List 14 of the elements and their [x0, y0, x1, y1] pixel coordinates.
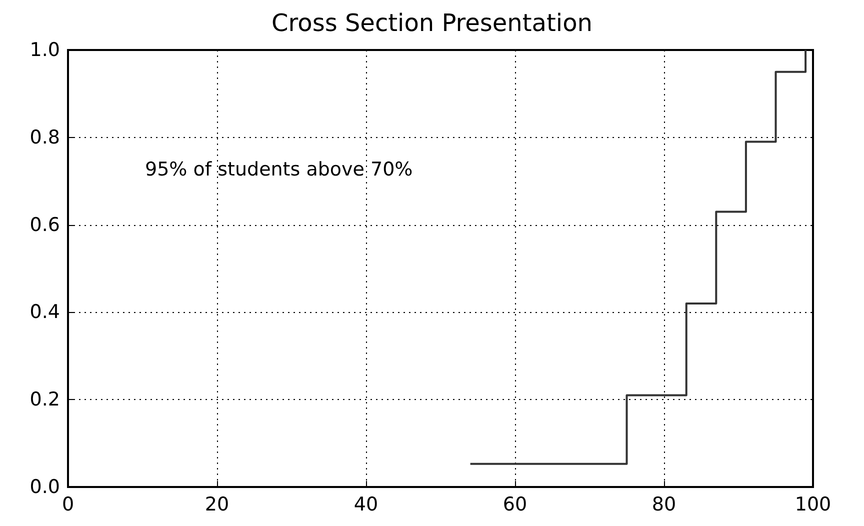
y-tick-label: 0.4: [30, 301, 60, 324]
y-tick-label: 0.6: [30, 214, 60, 236]
x-tick-label: 60: [502, 494, 528, 516]
x-tick-label: 20: [204, 494, 230, 516]
y-tick-label: 0.8: [30, 126, 60, 148]
y-tick-label: 1.0: [30, 39, 60, 61]
annotation: 95% of students above 70%: [145, 158, 413, 180]
y-tick-label: 0.0: [30, 476, 60, 498]
x-tick-label: 40: [354, 494, 378, 516]
x-tick-label: 100: [794, 494, 832, 516]
x-tick-label: 0: [62, 494, 74, 516]
chart-title: Cross Section Presentation: [272, 9, 592, 37]
y-tick-label: 0.2: [30, 388, 60, 411]
x-tick-label: 80: [652, 494, 676, 516]
